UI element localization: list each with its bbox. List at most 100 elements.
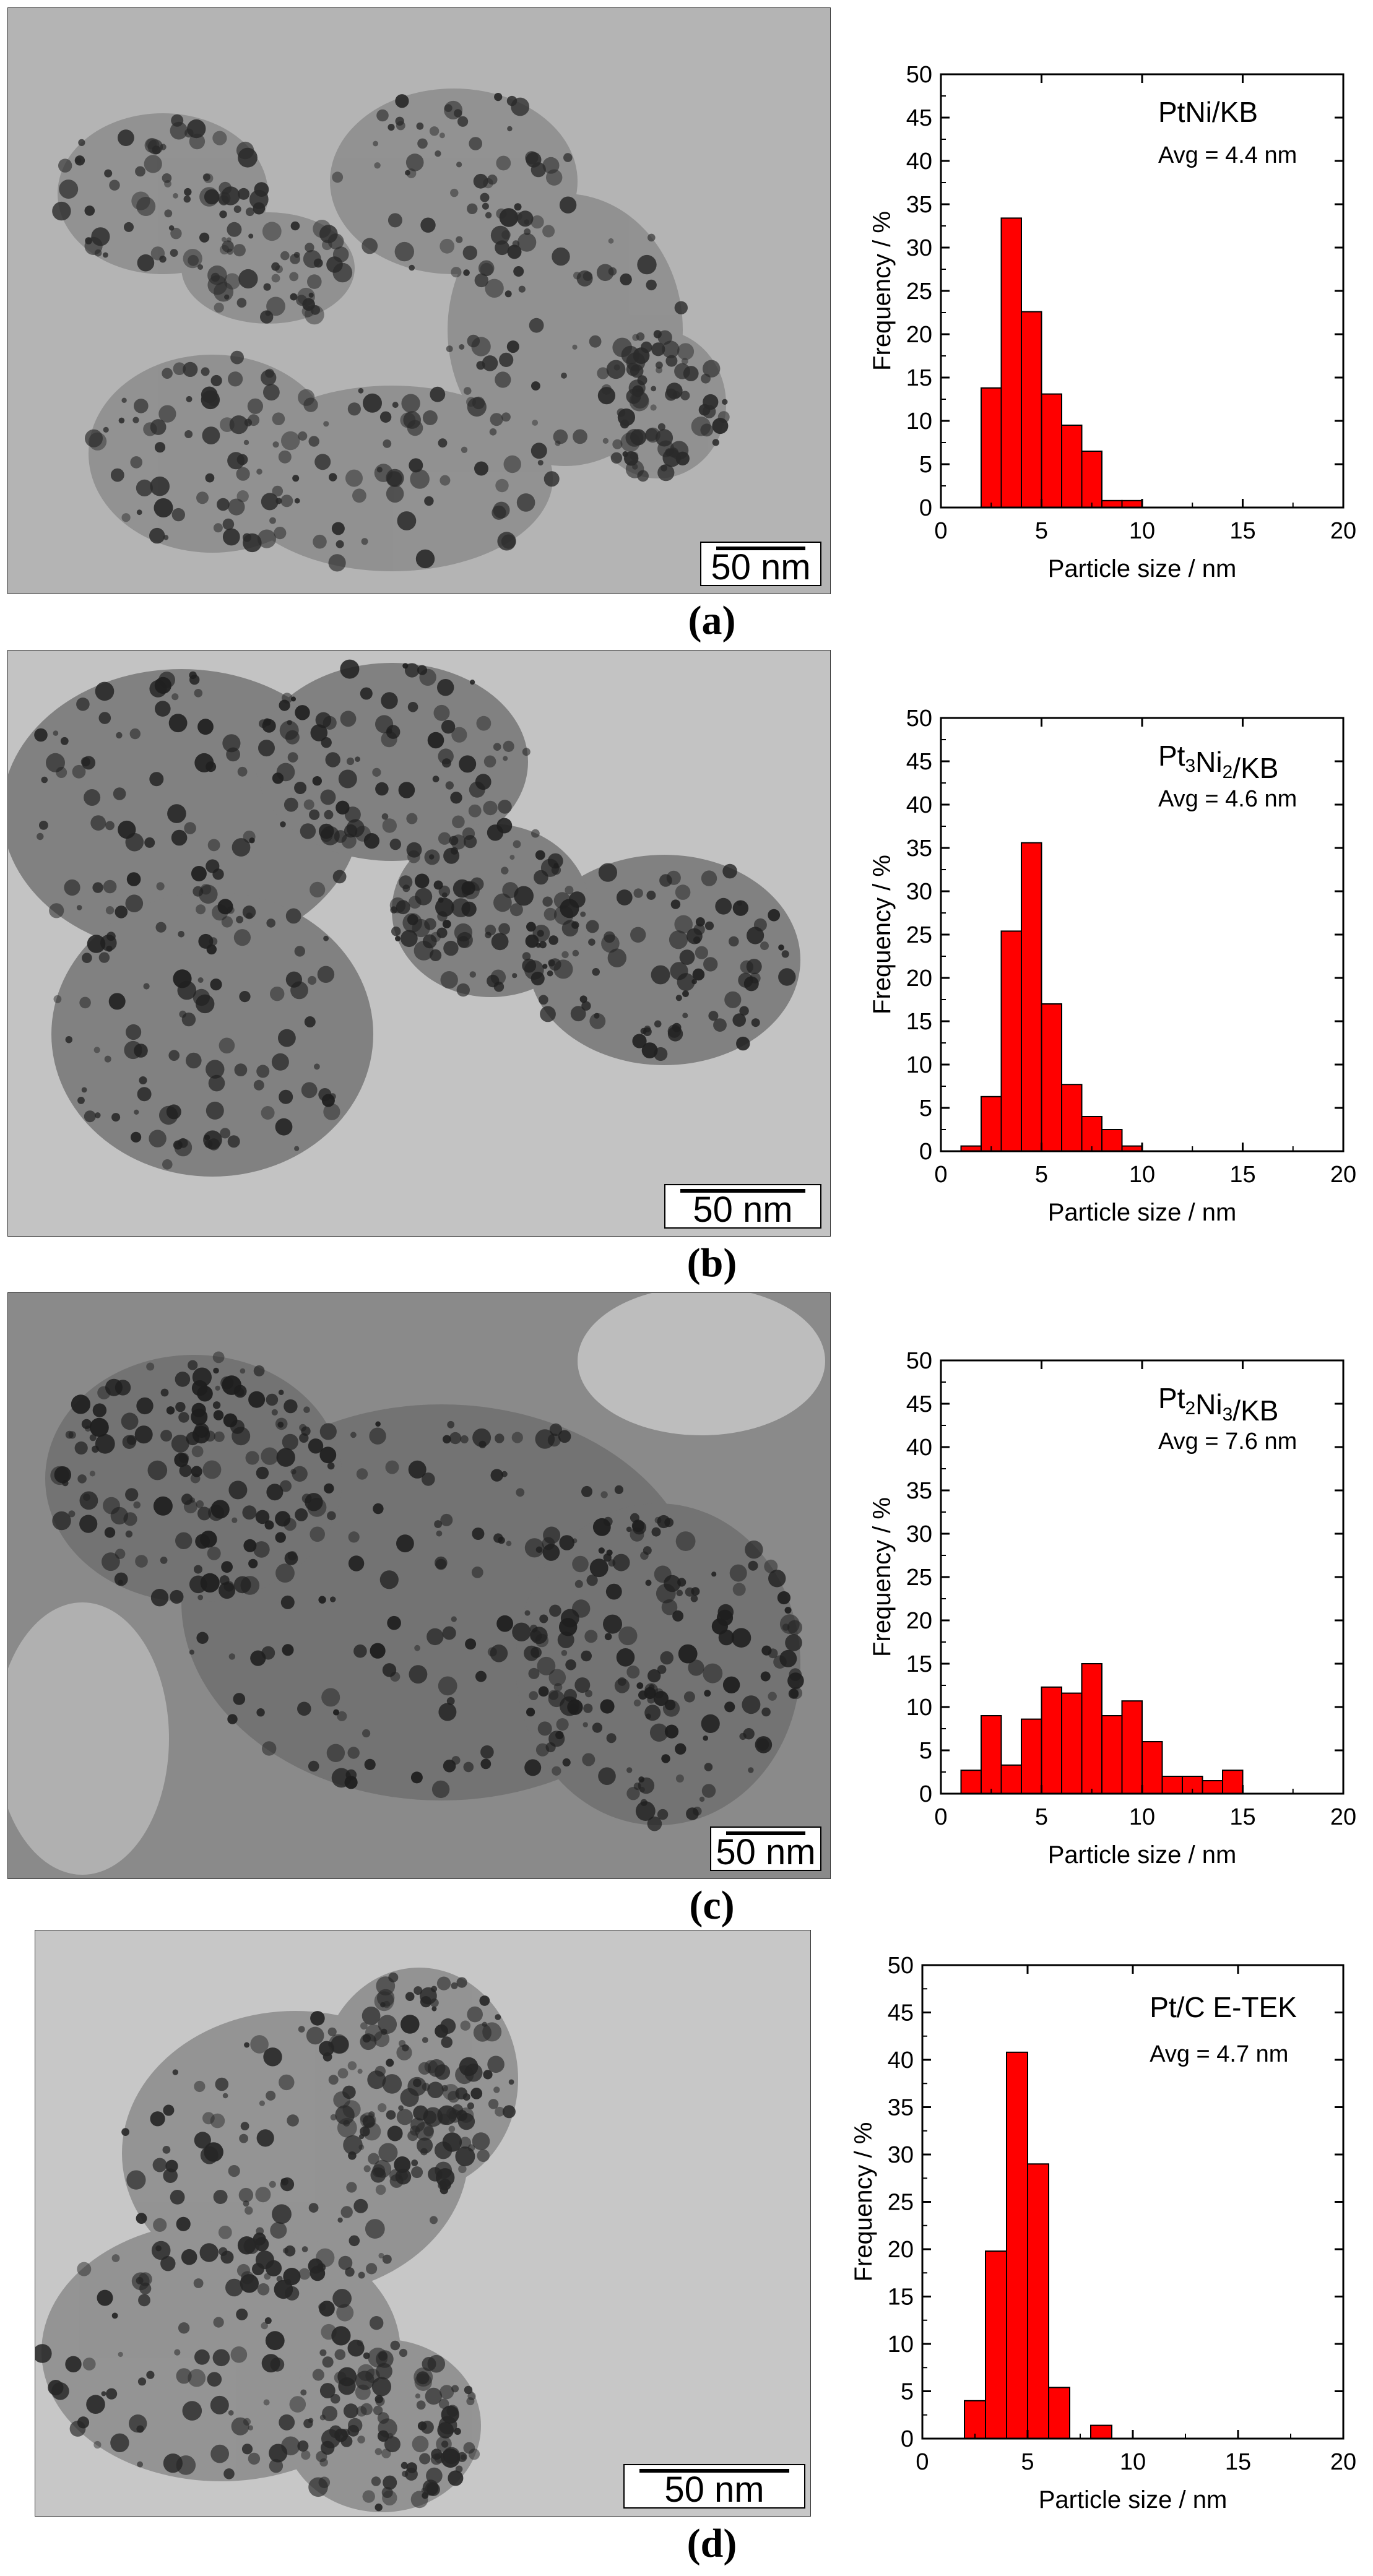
nanoparticle-dot — [732, 1583, 746, 1596]
tem-micrograph-b — [8, 650, 830, 1236]
nanoparticle-dot — [469, 971, 476, 978]
nanoparticle-dot — [236, 915, 244, 923]
nanoparticle-dot — [346, 2182, 357, 2193]
nanoparticle-dot — [524, 1610, 531, 1616]
legend-text-part: Ni — [1195, 1388, 1222, 1420]
nanoparticle-dot — [432, 776, 440, 782]
nanoparticle-dot — [501, 1471, 508, 1477]
nanoparticle-dot — [171, 829, 188, 846]
nanoparticle-dot — [443, 940, 459, 956]
nanoparticle-dot — [213, 1367, 219, 1374]
nanoparticle-dot — [501, 412, 511, 422]
nanoparticle-dot — [606, 360, 626, 379]
nanoparticle-dot — [547, 970, 553, 977]
nanoparticle-dot — [422, 1472, 435, 1486]
nanoparticle-dot — [388, 124, 395, 131]
nanoparticle-dot — [715, 897, 732, 915]
nanoparticle-dot — [362, 1729, 371, 1738]
nanoparticle-dot — [456, 983, 470, 997]
nanoparticle-dot — [178, 931, 185, 938]
nanoparticle-dot — [387, 2125, 403, 2142]
nanoparticle-dot — [263, 2047, 282, 2067]
nanoparticle-dot — [406, 168, 417, 178]
nanoparticle-dot — [633, 1699, 641, 1707]
nanoparticle-dot — [511, 1432, 523, 1443]
nanoparticle-dot — [468, 2448, 480, 2460]
nanoparticle-dot — [106, 2388, 118, 2400]
y-tick-label: 5 — [919, 452, 932, 478]
nanoparticle-dot — [74, 155, 85, 166]
nanoparticle-dot — [65, 1430, 74, 1439]
nanoparticle-dot — [162, 368, 173, 379]
nanoparticle-dot — [474, 273, 488, 288]
nanoparticle-dot — [48, 2380, 64, 2396]
histogram-bar — [1048, 2387, 1070, 2440]
nanoparticle-dot — [143, 422, 157, 436]
nanoparticle-dot — [149, 772, 164, 787]
nanoparticle-dot — [446, 2405, 459, 2417]
nanoparticle-dot — [626, 1767, 633, 1773]
nanoparticle-dot — [347, 2340, 365, 2357]
nanoparticle-dot — [334, 2349, 346, 2360]
nanoparticle-dot — [469, 137, 482, 150]
nanoparticle-dot — [121, 397, 127, 403]
nanoparticle-dot — [493, 893, 512, 912]
nanoparticle-dot — [688, 1659, 704, 1676]
nanoparticle-dot — [189, 671, 197, 680]
nanoparticle-dot — [300, 823, 316, 839]
nanoparticle-dot — [584, 1630, 598, 1643]
nanoparticle-dot — [463, 269, 470, 276]
nanoparticle-dot — [419, 2453, 431, 2465]
nanoparticle-dot — [441, 720, 456, 734]
nanoparticle-dot — [271, 1409, 278, 1416]
nanoparticle-dot — [739, 1006, 749, 1016]
nanoparticle-dot — [347, 2061, 357, 2070]
nanoparticle-dot — [542, 1544, 560, 1561]
nanoparticle-dot — [255, 2250, 274, 2270]
nanoparticle-dot — [653, 1691, 669, 1706]
nanoparticle-dot — [414, 941, 434, 961]
nanoparticle-dot — [722, 1676, 740, 1693]
nanoparticle-dot — [369, 1427, 386, 1445]
x-axis-label: Particle size / nm — [1048, 1841, 1237, 1869]
nanoparticle-dot — [167, 804, 186, 823]
nanoparticle-dot — [407, 702, 418, 712]
nanoparticle-dot — [298, 2026, 305, 2033]
nanoparticle-dot — [495, 2014, 501, 2020]
nanoparticle-dot — [155, 2245, 162, 2252]
nanoparticle-dot — [213, 523, 223, 533]
nanoparticle-dot — [184, 822, 196, 834]
y-tick-label: 5 — [919, 1096, 932, 1122]
nanoparticle-dot — [669, 930, 688, 949]
nanoparticle-dot — [482, 355, 498, 371]
nanoparticle-dot — [217, 192, 231, 205]
nanoparticle-dot — [651, 386, 657, 392]
nanoparticle-dot — [175, 1532, 193, 1549]
legend-average-size: Avg = 4.7 nm — [1150, 2041, 1288, 2067]
nanoparticle-dot — [485, 931, 492, 939]
nanoparticle-dot — [471, 1567, 483, 1578]
nanoparticle-dot — [498, 923, 510, 935]
nanoparticle-dot — [139, 1076, 147, 1084]
nanoparticle-dot — [264, 2317, 272, 2324]
scale-bar-line-a — [716, 547, 805, 550]
x-tick-label: 0 — [934, 518, 947, 544]
nanoparticle-dot — [722, 399, 728, 405]
nanoparticle-dot — [331, 2326, 351, 2346]
legend-sample-name: PtNi/KB — [1158, 96, 1258, 128]
nanoparticle-dot — [261, 1106, 275, 1120]
nanoparticle-dot — [498, 800, 512, 814]
nanoparticle-dot — [279, 2414, 295, 2431]
nanoparticle-dot — [242, 1505, 257, 1520]
nanoparticle-dot — [160, 1388, 169, 1397]
nanoparticle-dot — [423, 2126, 434, 2137]
nanoparticle-dot — [572, 1555, 589, 1573]
nanoparticle-dot — [472, 2132, 490, 2150]
nanoparticle-dot — [172, 2069, 178, 2075]
nanoparticle-dot — [388, 213, 402, 228]
nanoparticle-dot — [517, 233, 537, 252]
nanoparticle-dot — [516, 493, 535, 512]
nanoparticle-dot — [376, 2362, 392, 2380]
nanoparticle-dot — [468, 804, 482, 818]
nanoparticle-dot — [188, 1360, 198, 1370]
